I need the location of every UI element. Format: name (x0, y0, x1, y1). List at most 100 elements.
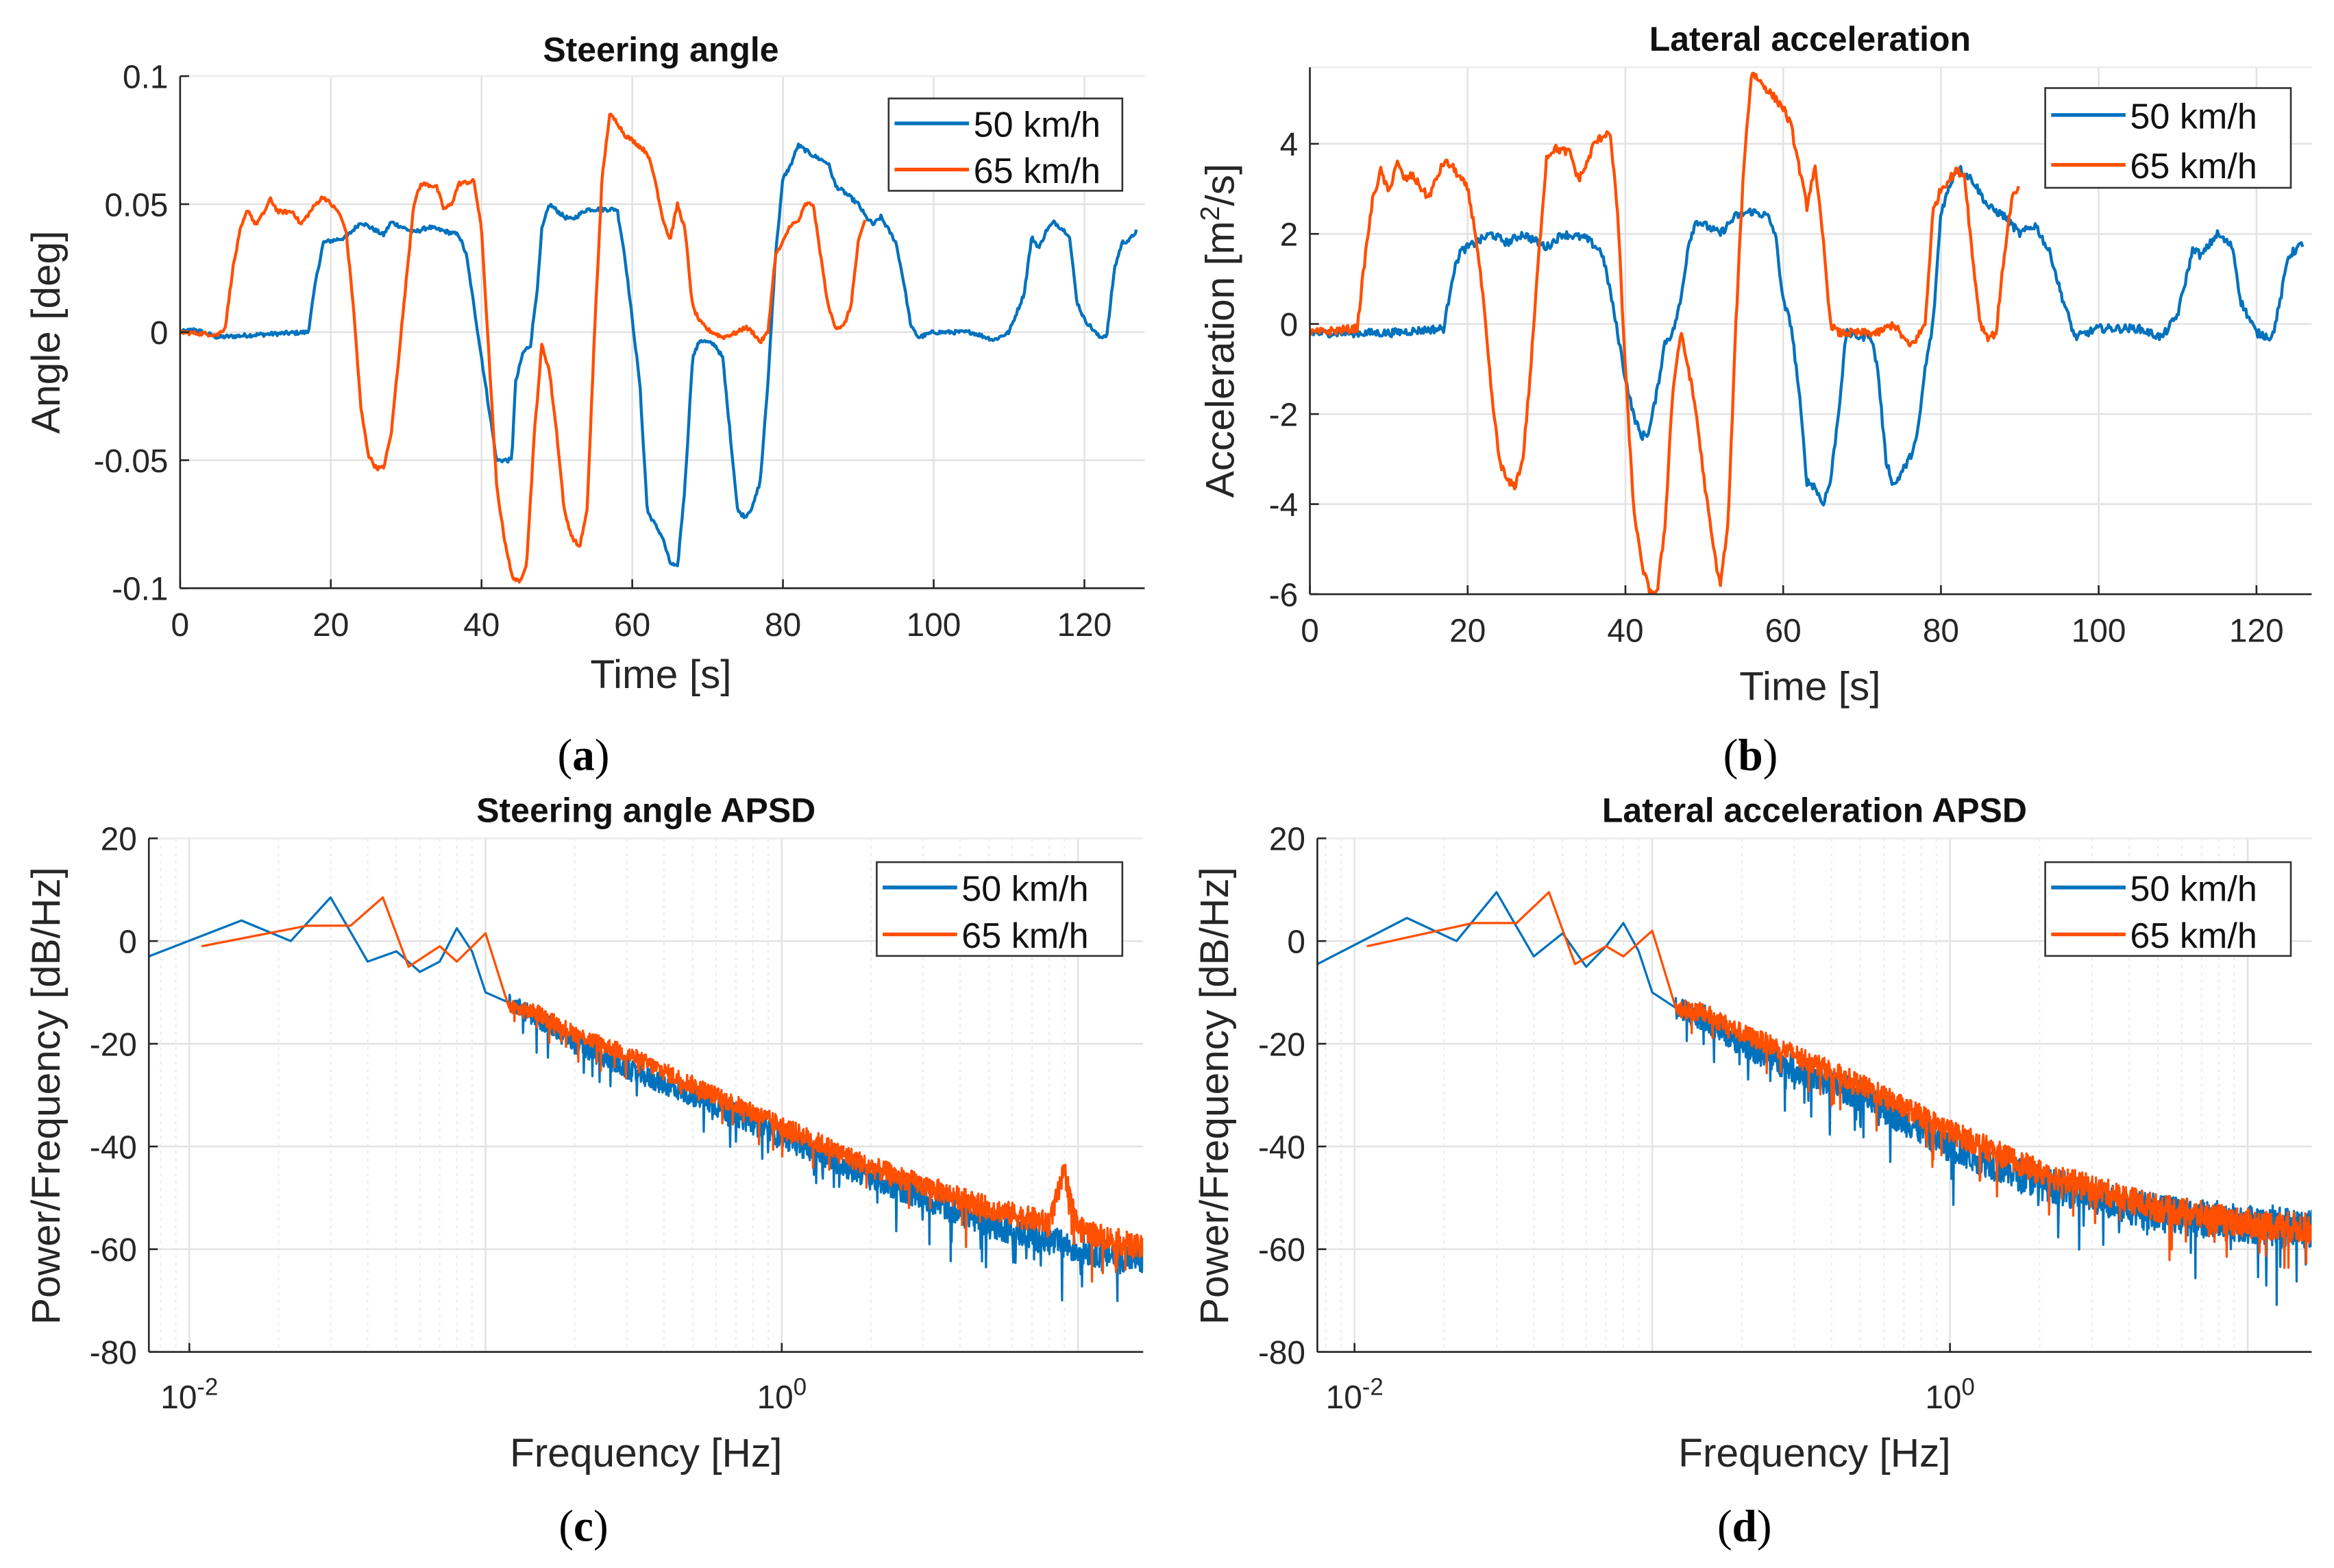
y-axis-label: Angle [deg] (24, 230, 69, 434)
legend-label: 65 km/h (2130, 147, 2257, 186)
series-line-50-km-h (149, 896, 1144, 1303)
legend: 50 km/h 65 km/h (2044, 861, 2292, 957)
y-tick-label: -60 (1258, 1232, 1305, 1269)
tick-base: 10 (1925, 1380, 1961, 1416)
panel-a: Steering angle Time [s] Angle [deg] (a) … (24, 30, 1145, 780)
y-tick-label: 2 (1280, 217, 1299, 254)
series-line-50-km-h (1310, 164, 2305, 507)
x-tick-label: 0 (171, 607, 190, 644)
y-tick-label: 0.1 (123, 59, 168, 95)
x-tick-label: 80 (765, 607, 801, 644)
x-tick-label: 60 (614, 607, 650, 644)
y-tick-label: -40 (1258, 1129, 1305, 1166)
x-axis-label: Frequency [Hz] (510, 1431, 782, 1475)
x-tick-label: 10-2 (160, 1375, 218, 1417)
legend-label: 65 km/h (2130, 916, 2257, 956)
series-line-50-km-h (180, 143, 1138, 567)
y-label-end: /s] (1199, 164, 1243, 206)
panel-letter: b (1738, 731, 1762, 780)
series-line-65-km-h (201, 896, 1144, 1283)
y-axis-label: Power/Frequency [dB/Hz] (1192, 867, 1237, 1325)
legend-box (2044, 87, 2292, 189)
legend: 50 km/h 65 km/h (2044, 87, 2292, 189)
panel-label: (d) (1717, 1502, 1772, 1552)
tick-exponent: -2 (1362, 1375, 1384, 1401)
legend: 50 km/h 65 km/h (876, 861, 1124, 957)
y-tick-label: 0 (1280, 307, 1299, 343)
x-tick-label: 80 (1923, 613, 1959, 650)
y-tick-label: 20 (101, 822, 137, 858)
legend-label: 65 km/h (961, 916, 1088, 956)
x-axis-label: Time [s] (1739, 664, 1880, 709)
y-tick-label: 0 (150, 315, 169, 352)
legend-box (2044, 861, 2292, 957)
x-tick-label: 10-2 (1326, 1375, 1384, 1417)
y-tick-label: -0.05 (94, 443, 169, 480)
y-tick-label: -80 (90, 1335, 137, 1371)
panel-letter: a (572, 731, 595, 780)
panel-b: Lateral acceleration Time [s] Accelerati… (1196, 20, 2312, 780)
legend-label: 50 km/h (974, 106, 1101, 145)
legend-label: 65 km/h (974, 151, 1101, 191)
x-tick-label: 40 (463, 607, 500, 644)
legend-box (887, 97, 1124, 192)
panel-c: Steering angle APSD Frequency [Hz] Power… (24, 791, 1144, 1552)
y-label-sup: 2 (1196, 206, 1225, 221)
y-axis-label: Acceleration [m2/s] (1196, 164, 1243, 498)
x-tick-label: 20 (312, 607, 349, 644)
x-tick-label: 20 (1449, 613, 1486, 650)
y-tick-label: 0 (119, 924, 137, 961)
x-tick-label: 60 (1765, 613, 1802, 650)
y-tick-label: -6 (1269, 577, 1298, 613)
y-tick-label: -20 (90, 1027, 137, 1063)
x-tick-label: 120 (2229, 613, 2284, 650)
legend-label: 50 km/h (2130, 870, 2257, 909)
y-label-main: Acceleration [m (1199, 221, 1243, 498)
y-tick-label: -60 (90, 1232, 137, 1269)
y-tick-label: -4 (1269, 487, 1298, 524)
legend-label: 50 km/h (2130, 97, 2257, 136)
panel-letter: d (1732, 1502, 1757, 1552)
y-tick-label: -20 (1258, 1027, 1305, 1063)
tick-exponent: -2 (197, 1375, 218, 1401)
x-tick-label: 120 (1057, 607, 1112, 644)
x-tick-label: 100 (2072, 613, 2126, 650)
y-tick-label: -2 (1269, 397, 1298, 434)
tick-base: 10 (1326, 1380, 1362, 1416)
x-axis-label: Time [s] (590, 652, 731, 697)
y-tick-label: 0.05 (104, 187, 168, 223)
tick-exponent: 0 (1962, 1375, 1975, 1401)
y-tick-label: -80 (1258, 1335, 1305, 1371)
y-tick-label: 0 (1287, 924, 1305, 961)
x-tick-label: 0 (1301, 613, 1319, 650)
x-tick-label: 40 (1607, 613, 1643, 650)
panel-label: (a) (558, 731, 610, 780)
x-tick-label: 100 (1925, 1375, 1974, 1417)
chart-title: Lateral acceleration (1649, 20, 1971, 58)
legend-box (876, 861, 1124, 957)
y-tick-label: -0.1 (112, 572, 168, 608)
x-tick-label: 100 (907, 607, 961, 644)
legend: 50 km/h 65 km/h (887, 97, 1124, 192)
panel-label: (b) (1723, 731, 1778, 780)
chart-title: Lateral acceleration APSD (1602, 791, 2027, 829)
y-tick-label: -40 (90, 1129, 137, 1166)
y-tick-label: 4 (1280, 127, 1299, 163)
series-line-65-km-h (1310, 71, 2020, 595)
series-line-65-km-h (1366, 891, 2312, 1269)
x-axis-label: Frequency [Hz] (1678, 1431, 1951, 1475)
chart-title: Steering angle APSD (476, 791, 815, 829)
x-tick-label: 100 (757, 1375, 807, 1417)
series-line-65-km-h (180, 112, 867, 584)
tick-base: 10 (757, 1380, 794, 1416)
legend-label: 50 km/h (961, 870, 1088, 909)
panel-d: Lateral acceleration APSD Frequency [Hz]… (1192, 791, 2312, 1552)
chart-title: Steering angle (543, 30, 778, 69)
panel-label: (c) (558, 1502, 608, 1552)
y-axis-label: Power/Frequency [dB/Hz] (24, 867, 69, 1325)
tick-base: 10 (160, 1380, 197, 1416)
panel-letter: c (574, 1502, 593, 1552)
y-tick-label: 20 (1269, 822, 1305, 858)
tick-exponent: 0 (794, 1375, 807, 1401)
